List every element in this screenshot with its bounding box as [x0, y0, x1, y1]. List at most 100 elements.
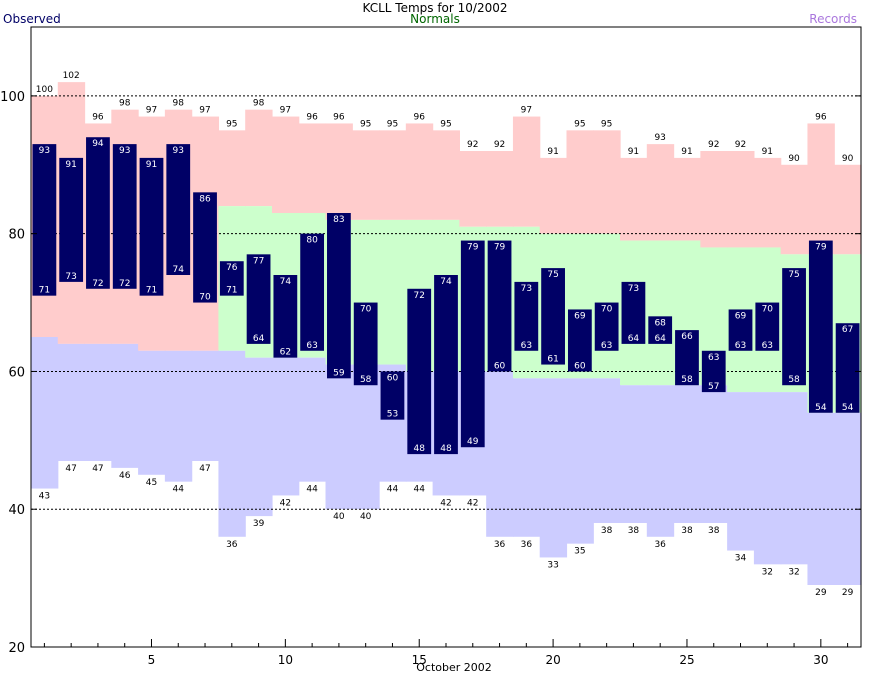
observed-bars-layer [32, 137, 860, 455]
observed-bar-day-13 [353, 302, 378, 386]
record-low-label-17: 42 [467, 498, 478, 508]
y-tick-label-40: 40 [8, 503, 25, 518]
record-band-day-29 [780, 164, 809, 255]
record-high-label-4: 98 [119, 99, 131, 109]
record-high-label-22: 95 [601, 119, 612, 129]
record-band-day-20 [539, 157, 568, 234]
observed-high-label-30: 79 [815, 243, 827, 253]
record-low-label-28: 32 [762, 567, 773, 577]
record-low-label-22: 38 [601, 526, 613, 536]
record-low-label-25: 38 [681, 526, 693, 536]
x-axis-label: October 2002 [416, 661, 492, 674]
record-high-label-23: 91 [628, 147, 639, 157]
y-tick-label-100: 100 [0, 90, 25, 105]
observed-high-label-8: 76 [226, 263, 238, 273]
observed-high-label-15: 72 [413, 291, 424, 301]
record-low-label-15: 44 [413, 485, 425, 495]
record-band-day-21 [566, 130, 594, 234]
observed-bar-day-21 [567, 309, 592, 372]
record-low-label-20: 33 [547, 560, 558, 570]
record-high-label-29: 90 [788, 154, 800, 164]
x-tick-label-25: 25 [679, 653, 694, 667]
observed-high-label-14: 60 [387, 373, 399, 383]
observed-high-label-16: 74 [440, 277, 452, 287]
record-low-label-31: 29 [842, 588, 854, 598]
record-high-label-18: 92 [494, 140, 505, 150]
low-band-day-23 [620, 385, 648, 523]
observed-bar-day-19 [514, 281, 539, 351]
observed-low-label-16: 48 [440, 444, 452, 454]
observed-low-label-31: 54 [842, 403, 854, 413]
record-low-label-6: 44 [173, 485, 185, 495]
observed-low-label-17: 49 [467, 437, 479, 447]
observed-low-label-13: 58 [360, 375, 372, 385]
low-band-day-8 [218, 350, 246, 537]
observed-high-label-26: 63 [708, 353, 719, 363]
record-low-label-5: 45 [146, 478, 157, 488]
observed-high-label-28: 70 [762, 305, 774, 315]
observed-bar-day-5 [139, 157, 164, 296]
observed-low-label-22: 63 [601, 341, 612, 351]
observed-high-label-13: 70 [360, 305, 372, 315]
observed-bar-day-22 [594, 302, 619, 351]
x-tick-label-5: 5 [148, 653, 156, 667]
observed-bar-day-16 [434, 275, 458, 455]
low-band-day-25 [673, 385, 701, 523]
record-low-label-10: 42 [280, 498, 291, 508]
observed-bar-day-23 [621, 281, 646, 344]
record-high-label-9: 98 [253, 99, 265, 109]
record-high-label-15: 96 [413, 112, 425, 122]
observed-low-label-19: 63 [521, 341, 532, 351]
record-high-label-26: 92 [708, 140, 719, 150]
record-band-day-12 [325, 123, 353, 220]
record-high-label-14: 95 [387, 119, 398, 129]
observed-low-label-20: 61 [547, 355, 558, 365]
low-band-day-19 [512, 378, 541, 537]
record-low-label-19: 36 [521, 540, 533, 550]
observed-low-label-1: 71 [39, 286, 50, 296]
low-band-day-11 [298, 357, 327, 482]
low-band-day-6 [164, 350, 193, 482]
observed-bar-day-1 [32, 144, 57, 296]
observed-high-label-29: 75 [788, 270, 799, 280]
record-high-label-24: 93 [654, 133, 665, 143]
low-band-day-29 [780, 392, 809, 565]
observed-low-label-18: 60 [494, 361, 506, 371]
low-band-day-26 [700, 385, 728, 523]
observed-low-label-2: 73 [65, 272, 76, 282]
record-high-label-10: 97 [280, 106, 291, 116]
observed-bar-day-8 [219, 261, 244, 296]
record-band-day-18 [486, 151, 514, 227]
observed-bar-day-20 [541, 268, 565, 365]
observed-bar-day-17 [460, 240, 485, 448]
record-band-day-22 [593, 130, 621, 234]
observed-low-label-28: 63 [762, 341, 773, 351]
record-high-label-2: 102 [63, 71, 80, 81]
chart-title: KCLL Temps for 10/2002 [362, 1, 508, 15]
record-low-label-12: 40 [333, 512, 345, 522]
record-band-day-8 [218, 130, 246, 207]
record-band-day-15 [405, 123, 434, 220]
record-band-day-27 [727, 151, 755, 248]
observed-high-label-6: 93 [173, 146, 184, 156]
observed-bar-day-28 [755, 302, 780, 351]
record-high-label-28: 91 [762, 147, 773, 157]
record-band-day-19 [512, 116, 541, 227]
observed-low-label-10: 62 [280, 348, 291, 358]
observed-low-label-4: 72 [119, 279, 130, 289]
record-high-label-12: 96 [333, 112, 345, 122]
observed-high-label-9: 77 [253, 256, 264, 266]
record-high-label-1: 100 [36, 85, 53, 95]
low-band-day-28 [753, 392, 782, 565]
observed-low-label-5: 71 [146, 286, 157, 296]
observed-low-label-23: 64 [628, 334, 640, 344]
record-low-label-11: 44 [306, 485, 318, 495]
legend-normals: Normals [410, 12, 460, 26]
observed-high-label-25: 66 [681, 332, 693, 342]
record-high-label-30: 96 [815, 112, 827, 122]
observed-high-label-27: 69 [735, 311, 747, 321]
observed-low-label-15: 48 [413, 444, 425, 454]
observed-high-label-1: 93 [39, 146, 50, 156]
low-band-day-30 [807, 412, 835, 585]
observed-low-label-21: 60 [574, 361, 586, 371]
